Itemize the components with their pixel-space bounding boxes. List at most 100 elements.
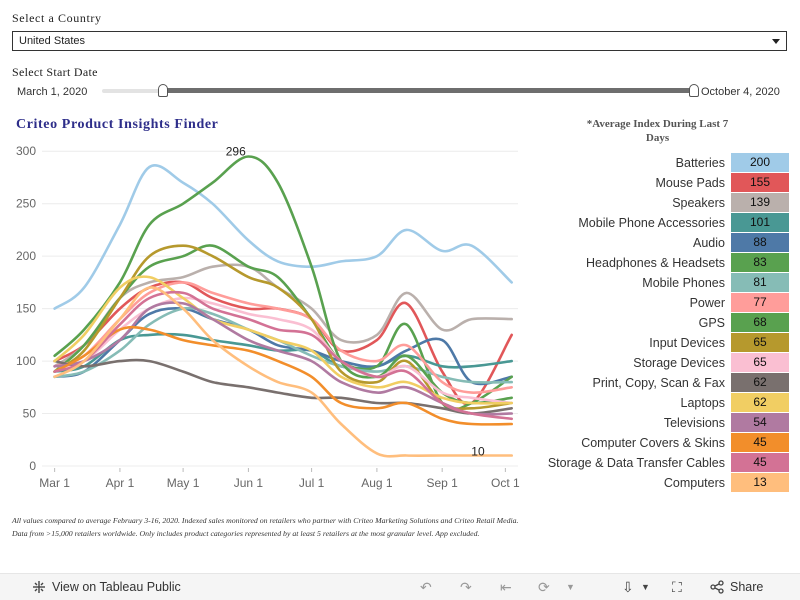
legend-item-label: Storage & Data Transfer Cables xyxy=(547,456,725,470)
legend-item-label: Computers xyxy=(663,476,725,490)
legend-item-label: Computer Covers & Skins xyxy=(581,436,725,450)
legend-item-label: GPS xyxy=(698,316,725,330)
date-slider-range[interactable] xyxy=(162,88,694,93)
legend-item-batteries[interactable]: Batteries 200 xyxy=(530,153,792,173)
legend-item-mouse-pads[interactable]: Mouse Pads 155 xyxy=(530,173,792,193)
legend-item-storage-data-transfer-cables[interactable]: Storage & Data Transfer Cables 45 xyxy=(530,453,792,473)
y-tick-label: 250 xyxy=(16,197,36,211)
y-tick-label: 50 xyxy=(23,407,37,421)
legend-item-value: 88 xyxy=(731,233,789,252)
legend-item-value: 68 xyxy=(731,313,789,332)
legend-item-audio[interactable]: Audio 88 xyxy=(530,233,792,253)
legend-item-computers[interactable]: Computers 13 xyxy=(530,473,792,493)
legend-item-value: 155 xyxy=(731,173,789,192)
data-label: 10 xyxy=(471,445,485,459)
y-tick-label: 100 xyxy=(16,354,36,368)
legend-item-label: Speakers xyxy=(672,196,725,210)
series-line-input-devices[interactable] xyxy=(53,244,513,411)
legend-item-power[interactable]: Power 77 xyxy=(530,293,792,313)
legend-item-laptops[interactable]: Laptops 62 xyxy=(530,393,792,413)
download-dropdown-icon[interactable]: ▼ xyxy=(641,582,650,592)
y-tick-label: 0 xyxy=(29,459,36,473)
legend-item-label: Mouse Pads xyxy=(655,176,725,190)
series-line-computer-covers-skins[interactable] xyxy=(53,325,513,426)
chart-title: Criteo Product Insights Finder xyxy=(16,117,219,132)
legend-item-storage-devices[interactable]: Storage Devices 65 xyxy=(530,353,792,373)
refresh-icon[interactable]: ⟳ xyxy=(538,579,550,595)
legend-item-label: Mobile Phone Accessories xyxy=(578,216,725,230)
y-tick-label: 150 xyxy=(16,302,36,316)
y-tick-label: 300 xyxy=(16,144,36,158)
data-label: 296 xyxy=(226,144,246,158)
legend-item-value: 77 xyxy=(731,293,789,312)
series-line-print-copy-scan-fax[interactable] xyxy=(53,358,513,415)
share-icon xyxy=(710,580,724,594)
x-tick-label: Jul 1 xyxy=(299,476,325,490)
legend-item-value: 139 xyxy=(731,193,789,212)
chevron-down-icon[interactable] xyxy=(772,39,780,44)
legend-item-value: 62 xyxy=(731,393,789,412)
revert-icon[interactable]: ⇤ xyxy=(500,579,512,595)
view-on-tableau-public-button[interactable]: View on Tableau Public xyxy=(32,580,181,594)
country-select-value: United States xyxy=(19,35,86,47)
legend-item-label: Power xyxy=(689,296,725,310)
y-tick-label: 200 xyxy=(16,249,36,263)
legend-item-label: Storage Devices xyxy=(633,356,725,370)
series-line-televisions[interactable] xyxy=(53,301,513,416)
series-line-storage-data-transfer-cables[interactable] xyxy=(53,290,513,421)
legend-item-print-copy-scan-fax[interactable]: Print, Copy, Scan & Fax 62 xyxy=(530,373,792,393)
country-select[interactable]: United States xyxy=(12,31,787,51)
start-date-filter-label: Select Start Date xyxy=(12,65,98,79)
series-line-computers[interactable] xyxy=(53,286,513,458)
slider-end-value: October 4, 2020 xyxy=(701,86,780,98)
legend-item-headphones-headsets[interactable]: Headphones & Headsets 83 xyxy=(530,253,792,273)
fullscreen-icon[interactable]: ⛶ xyxy=(672,579,682,595)
country-filter-label: Select a Country xyxy=(12,11,102,25)
refresh-dropdown-icon[interactable]: ▼ xyxy=(566,582,575,592)
legend-item-value: 81 xyxy=(731,273,789,292)
legend-item-value: 13 xyxy=(731,473,789,492)
legend-item-value: 200 xyxy=(731,153,789,172)
legend-item-value: 83 xyxy=(731,253,789,272)
date-slider-start-handle[interactable] xyxy=(158,84,168,97)
legend-item-value: 45 xyxy=(731,433,789,452)
series-line-power[interactable] xyxy=(53,281,513,394)
legend-item-mobile-phones[interactable]: Mobile Phones 81 xyxy=(530,273,792,293)
legend-item-label: Input Devices xyxy=(649,336,725,350)
legend-item-speakers[interactable]: Speakers 139 xyxy=(530,193,792,213)
legend-item-value: 101 xyxy=(731,213,789,232)
slider-start-value: March 1, 2020 xyxy=(17,86,88,98)
series-line-gps[interactable] xyxy=(53,155,513,405)
view-on-tableau-public-label: View on Tableau Public xyxy=(52,580,181,594)
undo-icon[interactable]: ↶ xyxy=(420,579,432,595)
legend-item-value: 65 xyxy=(731,333,789,352)
x-tick-label: May 1 xyxy=(167,476,200,490)
series-line-batteries[interactable] xyxy=(53,164,513,310)
x-tick-label: Aug 1 xyxy=(361,476,393,490)
share-button[interactable]: Share xyxy=(710,580,763,594)
legend-item-value: 65 xyxy=(731,353,789,372)
legend-item-televisions[interactable]: Televisions 54 xyxy=(530,413,792,433)
legend-item-gps[interactable]: GPS 68 xyxy=(530,313,792,333)
x-tick-label: Apr 1 xyxy=(106,476,135,490)
legend-item-label: Headphones & Headsets xyxy=(586,256,725,270)
date-slider-end-handle[interactable] xyxy=(689,84,699,97)
x-tick-label: Sep 1 xyxy=(426,476,458,490)
legend-item-value: 62 xyxy=(731,373,789,392)
legend-item-label: Audio xyxy=(693,236,725,250)
legend-title: *Average Index During Last 7 Days xyxy=(586,118,729,144)
footnote: All values compared to average February … xyxy=(12,516,519,538)
tableau-logo-icon xyxy=(33,581,45,593)
download-icon[interactable]: ⇩ xyxy=(622,579,634,595)
legend-item-label: Print, Copy, Scan & Fax xyxy=(592,376,725,390)
legend-item-value: 45 xyxy=(731,453,789,472)
legend-item-value: 54 xyxy=(731,413,789,432)
redo-icon[interactable]: ↷ xyxy=(460,579,472,595)
legend-item-mobile-phone-accessories[interactable]: Mobile Phone Accessories 101 xyxy=(530,213,792,233)
legend-item-label: Televisions xyxy=(663,416,725,430)
share-label: Share xyxy=(730,580,764,594)
legend-item-computer-covers-skins[interactable]: Computer Covers & Skins 45 xyxy=(530,433,792,453)
legend-item-input-devices[interactable]: Input Devices 65 xyxy=(530,333,792,353)
series-line-storage-devices[interactable] xyxy=(53,296,513,405)
legend: Batteries 200 Mouse Pads 155 Speakers 139 Mobi… xyxy=(530,153,792,493)
